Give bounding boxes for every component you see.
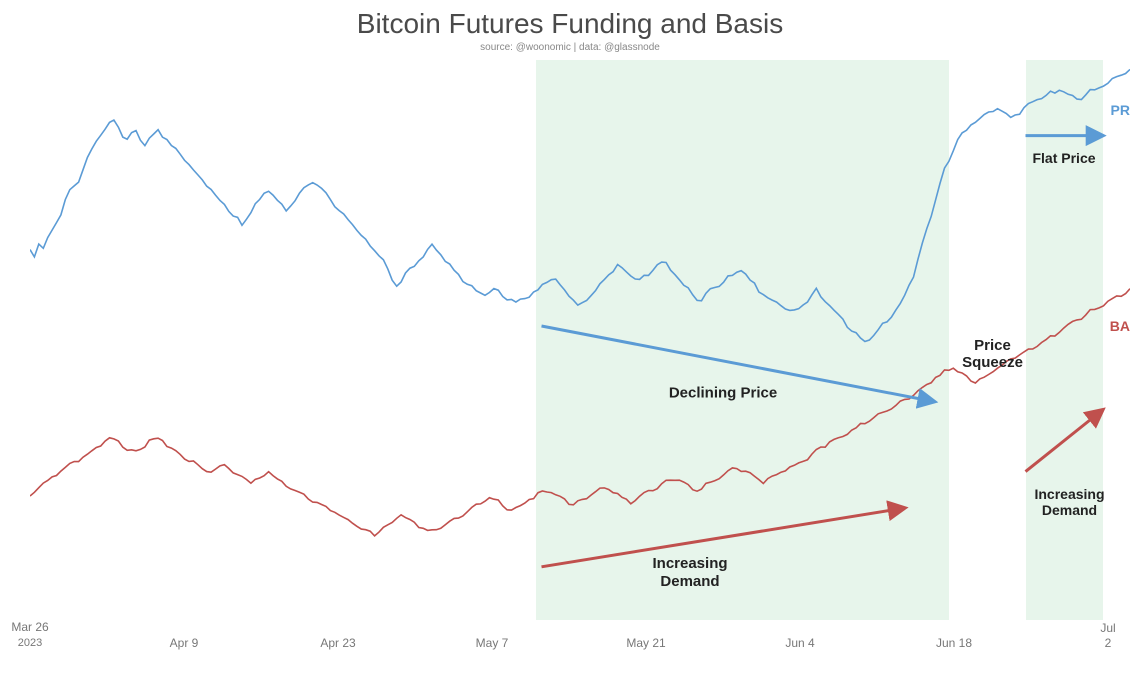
x-axis-tick: May 7: [476, 636, 509, 650]
series-line: [30, 289, 1130, 536]
chart-annotation: Flat Price: [1032, 150, 1095, 166]
x-axis-tick: Jun 4: [785, 636, 814, 650]
series-label: PR: [1111, 102, 1130, 118]
chart-annotation: IncreasingDemand: [1034, 486, 1104, 518]
x-axis-tick: Jun 18: [936, 636, 972, 650]
series-label: BA: [1110, 318, 1130, 334]
chart-annotation: IncreasingDemand: [652, 555, 727, 590]
x-axis-tick: Mar 262023: [11, 620, 48, 650]
chart-annotation: Declining Price: [669, 385, 777, 402]
chart-subtitle: source: @woonomic | data: @glassnode: [0, 42, 1140, 53]
chart-title: Bitcoin Futures Funding and Basis: [0, 0, 1140, 40]
series-line: [30, 69, 1130, 341]
x-axis-tick: Apr 9: [170, 636, 199, 650]
trend-arrow: [1026, 410, 1103, 472]
x-axis-tick: Jul 2: [1097, 621, 1119, 650]
x-axis-tick: May 21: [626, 636, 665, 650]
chart-area: Mar 262023Apr 9Apr 23May 7May 21Jun 4Jun…: [30, 60, 1130, 650]
x-axis-tick: Apr 23: [320, 636, 355, 650]
chart-annotation: PriceSqueeze: [962, 337, 1023, 372]
